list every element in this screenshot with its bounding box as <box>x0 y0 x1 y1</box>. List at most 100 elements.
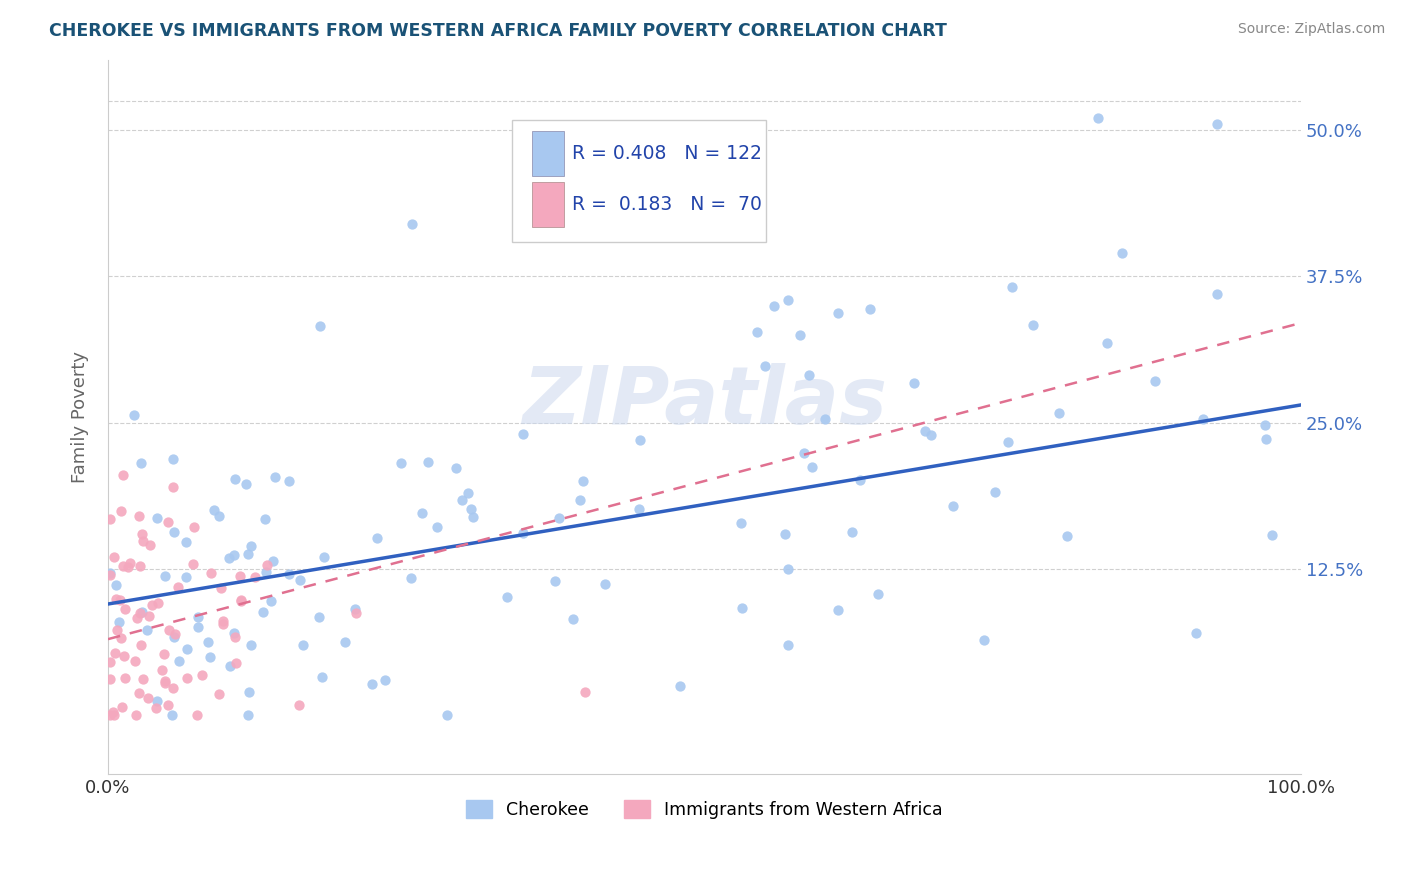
Point <box>389 457 412 471</box>
Point <box>197 634 219 648</box>
Point <box>100 567 122 582</box>
Point <box>131 672 153 686</box>
Point <box>103 550 125 565</box>
Point <box>262 554 284 568</box>
Point <box>238 685 260 699</box>
Point <box>153 569 176 583</box>
Point <box>127 611 149 625</box>
Point <box>129 638 152 652</box>
Point <box>496 590 519 604</box>
Point <box>457 486 479 500</box>
Point <box>198 649 221 664</box>
Point <box>627 502 650 516</box>
Point <box>114 672 136 686</box>
Point <box>827 306 849 320</box>
Point <box>131 606 153 620</box>
Point <box>1206 286 1229 301</box>
Point <box>128 686 150 700</box>
Point <box>100 512 122 526</box>
Point <box>717 204 740 219</box>
Point <box>212 614 235 628</box>
Point <box>797 368 820 383</box>
Point <box>730 516 752 530</box>
Text: R =  0.183   N =  70: R = 0.183 N = 70 <box>572 195 762 214</box>
Point <box>187 610 209 624</box>
Point <box>374 673 396 687</box>
Point <box>104 646 127 660</box>
Point <box>105 623 128 637</box>
Point <box>139 538 162 552</box>
Point <box>218 550 240 565</box>
Point <box>1095 335 1118 350</box>
Point <box>1022 318 1045 332</box>
Point <box>595 577 617 591</box>
Point <box>436 708 458 723</box>
Point <box>1047 406 1070 420</box>
Point <box>401 217 423 231</box>
Point <box>163 630 186 644</box>
Point <box>1087 111 1109 125</box>
Point <box>308 609 330 624</box>
Point <box>153 647 176 661</box>
Point <box>778 562 800 576</box>
Point <box>1001 280 1024 294</box>
Point <box>848 473 870 487</box>
Point <box>1184 626 1206 640</box>
Point <box>176 671 198 685</box>
Point <box>100 655 122 669</box>
Point <box>841 524 863 539</box>
Point <box>146 596 169 610</box>
Point <box>176 535 198 549</box>
Point <box>1056 529 1078 543</box>
Point <box>309 318 332 333</box>
Point <box>754 359 776 374</box>
Point <box>793 446 815 460</box>
Point <box>225 656 247 670</box>
Point <box>156 515 179 529</box>
Point <box>366 531 388 545</box>
Point <box>426 520 449 534</box>
Point <box>183 520 205 534</box>
Point <box>813 411 835 425</box>
Point <box>100 672 122 686</box>
Point <box>561 612 583 626</box>
Point <box>312 549 335 564</box>
Point <box>224 472 246 486</box>
Point <box>124 655 146 669</box>
Point <box>208 509 231 524</box>
Point <box>238 708 260 723</box>
Point <box>568 493 591 508</box>
Point <box>111 700 134 714</box>
Point <box>311 670 333 684</box>
Point <box>103 708 125 723</box>
Point <box>209 581 232 595</box>
Point <box>451 492 474 507</box>
Point <box>107 615 129 629</box>
Point <box>236 548 259 562</box>
Point <box>125 708 148 723</box>
Point <box>1261 528 1284 542</box>
Point <box>229 594 252 608</box>
Point <box>167 654 190 668</box>
Point <box>181 557 204 571</box>
Point <box>1192 412 1215 426</box>
Text: Source: ZipAtlas.com: Source: ZipAtlas.com <box>1237 22 1385 37</box>
Y-axis label: Family Poverty: Family Poverty <box>72 351 89 483</box>
Point <box>228 569 250 583</box>
Point <box>411 506 433 520</box>
Point <box>212 616 235 631</box>
Point <box>112 468 135 483</box>
Text: CHEROKEE VS IMMIGRANTS FROM WESTERN AFRICA FAMILY POVERTY CORRELATION CHART: CHEROKEE VS IMMIGRANTS FROM WESTERN AFRI… <box>49 22 948 40</box>
Point <box>361 676 384 690</box>
Point <box>1206 117 1229 131</box>
Point <box>571 474 593 488</box>
Point <box>156 698 179 712</box>
Point <box>224 631 246 645</box>
Point <box>416 454 439 468</box>
Point <box>335 634 357 648</box>
Point <box>288 573 311 587</box>
Point <box>914 425 936 439</box>
Point <box>628 433 651 447</box>
Point <box>187 620 209 634</box>
Point <box>264 470 287 484</box>
